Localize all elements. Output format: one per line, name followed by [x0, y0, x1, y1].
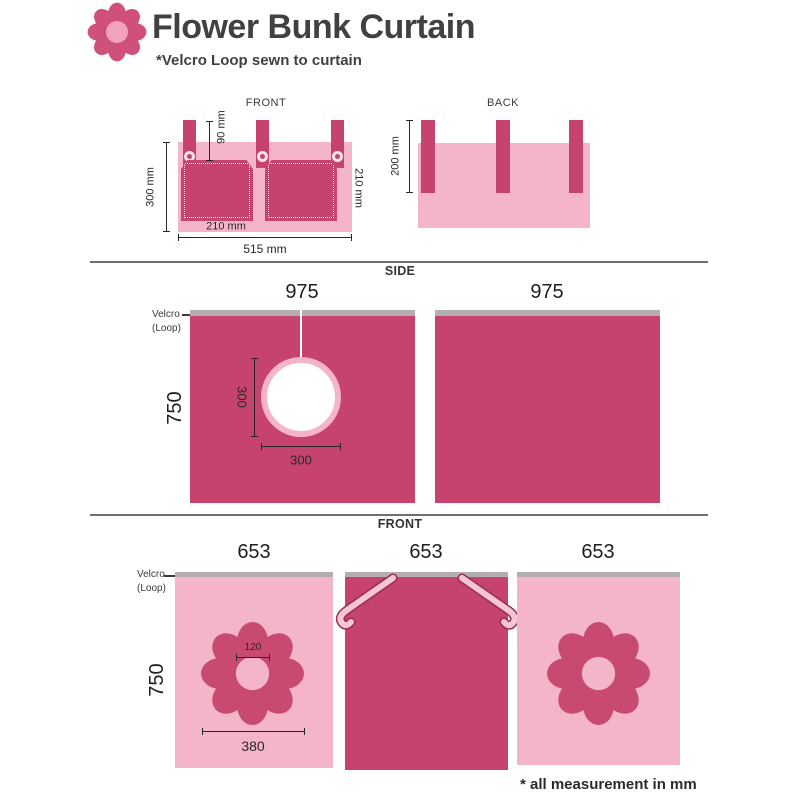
dim-text-panel-width: 515 mm: [243, 242, 287, 256]
side-right-width: 975: [530, 281, 564, 303]
side-curtain-right: [435, 310, 660, 503]
dim-text-pocket-height: 210 mm: [352, 168, 365, 208]
velcro-label: Velcro (Loop): [137, 569, 166, 594]
front-right-width: 653: [581, 541, 615, 563]
front-middle-width: 653: [409, 541, 443, 563]
dim-line-hole-height: [251, 358, 258, 437]
front-curtain-middle: [345, 572, 508, 770]
velcro-pointer: [182, 314, 195, 316]
side-section-header: SIDE: [384, 264, 416, 278]
velcro-strip: [517, 572, 680, 577]
dim-text-flower-width: 380: [241, 738, 265, 754]
hole-hanger-line: [300, 310, 302, 359]
section-divider: [90, 514, 708, 516]
flower-logo-icon: [87, 2, 147, 62]
velcro-strip: [190, 310, 415, 316]
page-title: Flower Bunk Curtain: [152, 8, 475, 46]
section-divider: [90, 261, 708, 263]
velcro-strip: [345, 572, 508, 577]
back-view-label: BACK: [487, 97, 519, 109]
dim-line-200mm: [406, 120, 413, 193]
dim-text-flower-center: 120: [244, 642, 262, 653]
side-left-width: 975: [285, 281, 319, 303]
eyelet-icon: [257, 151, 268, 162]
pocket: [181, 160, 253, 221]
eyelet-icon: [332, 151, 343, 162]
dim-line-90mm: [206, 121, 213, 161]
dim-line-300mm: [163, 142, 170, 232]
pocket: [265, 160, 337, 221]
front-left-width: 653: [237, 541, 271, 563]
dim-text-90mm: 90 mm: [215, 110, 228, 144]
side-left-height: 750: [164, 391, 186, 425]
dim-text-pocket-width: 210 mm: [206, 220, 246, 233]
dim-line-hole-width: [261, 443, 341, 450]
dim-line-515mm: [178, 234, 352, 241]
page-subtitle: *Velcro Loop sewn to curtain: [156, 52, 362, 69]
velcro-strip: [175, 572, 333, 577]
dim-text-hole-height: 300: [234, 386, 250, 408]
hanging-strap: [421, 120, 435, 193]
dim-text-hole-width: 300: [290, 452, 312, 468]
footnote: * all measurement in mm: [520, 776, 697, 793]
velcro-strip: [435, 310, 660, 316]
front-left-height: 750: [146, 663, 168, 697]
tie-ribbons: [335, 573, 520, 630]
velcro-pointer: [164, 575, 177, 577]
flower-graphic: [201, 622, 304, 725]
dim-line-flower-width: [202, 728, 305, 735]
flower-graphic: [547, 622, 650, 725]
curtain-hole: [261, 357, 341, 437]
hanging-strap: [496, 120, 510, 193]
dim-text-200mm: 200 mm: [389, 136, 402, 176]
dim-line-flower-center: [236, 654, 270, 661]
velcro-label: Velcro (Loop): [152, 309, 181, 334]
dim-text-300mm: 300 mm: [144, 167, 157, 207]
eyelet-icon: [184, 151, 195, 162]
hanging-strap: [569, 120, 583, 193]
front-section-header: FRONT: [377, 517, 423, 531]
front-view-label: FRONT: [245, 97, 287, 109]
